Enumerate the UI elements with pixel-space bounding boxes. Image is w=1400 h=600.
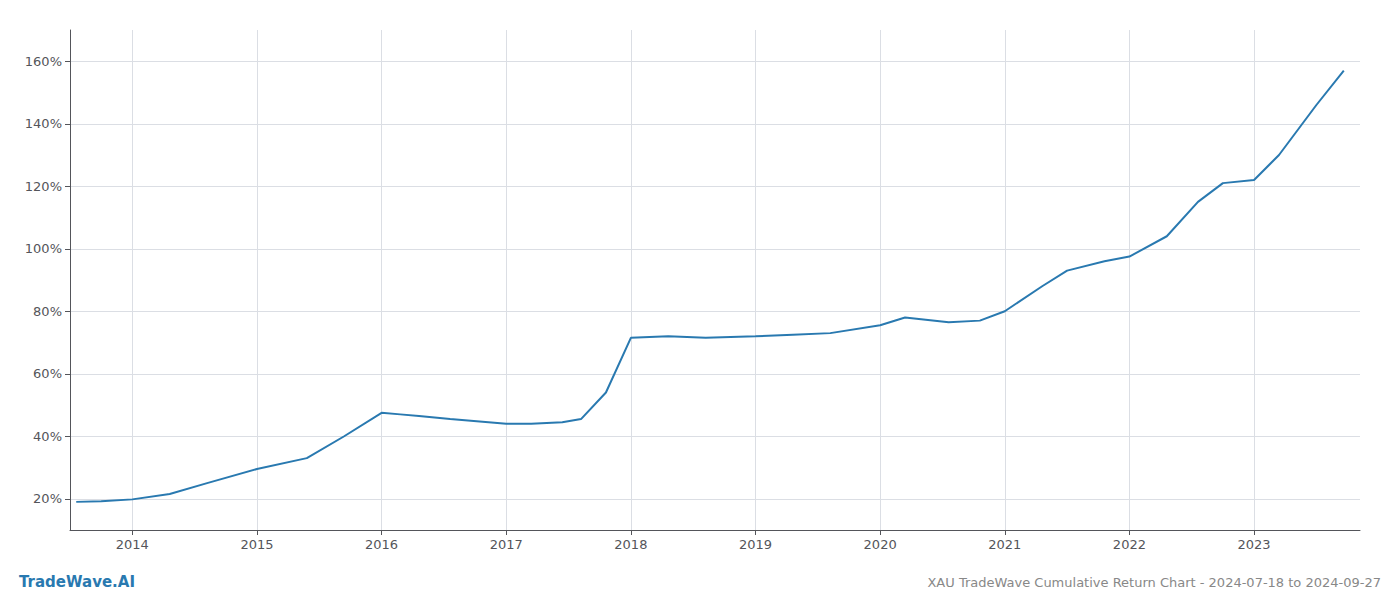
svg-text:160%: 160%	[25, 54, 62, 69]
svg-text:60%: 60%	[33, 366, 62, 381]
svg-text:2014: 2014	[116, 537, 149, 552]
svg-text:80%: 80%	[33, 304, 62, 319]
svg-text:2023: 2023	[1238, 537, 1271, 552]
svg-text:2016: 2016	[365, 537, 398, 552]
svg-text:2021: 2021	[988, 537, 1021, 552]
svg-text:2020: 2020	[864, 537, 897, 552]
svg-text:140%: 140%	[25, 116, 62, 131]
svg-text:2022: 2022	[1113, 537, 1146, 552]
svg-text:2018: 2018	[614, 537, 647, 552]
svg-text:100%: 100%	[25, 241, 62, 256]
svg-text:40%: 40%	[33, 429, 62, 444]
svg-text:XAU TradeWave Cumulative Retur: XAU TradeWave Cumulative Return Chart - …	[927, 575, 1381, 590]
svg-text:2019: 2019	[739, 537, 772, 552]
svg-text:TradeWave.AI: TradeWave.AI	[19, 573, 135, 591]
svg-text:2015: 2015	[240, 537, 273, 552]
svg-text:120%: 120%	[25, 179, 62, 194]
svg-text:20%: 20%	[33, 491, 62, 506]
svg-text:2017: 2017	[490, 537, 523, 552]
